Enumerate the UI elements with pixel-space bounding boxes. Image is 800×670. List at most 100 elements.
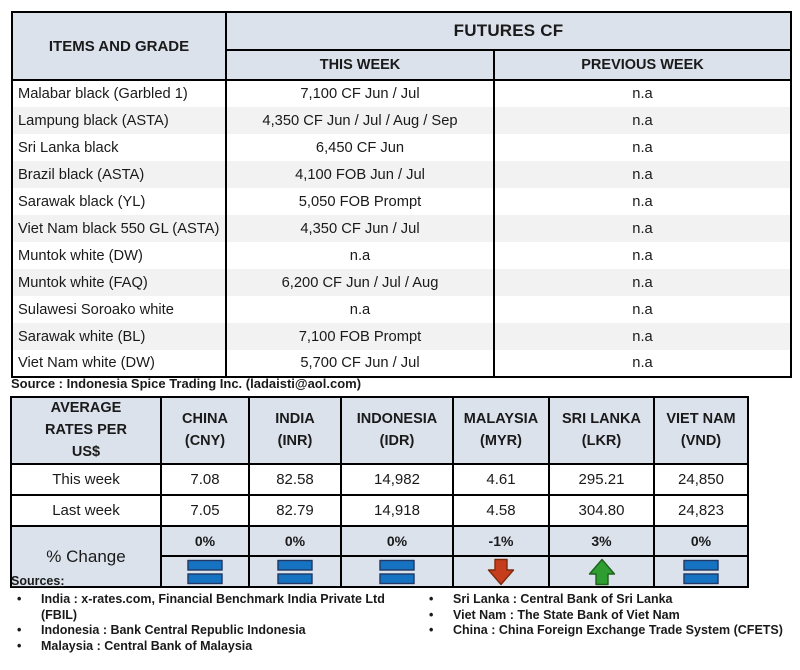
bullet-icon: • [429,592,434,606]
this-week-value: 4,350 CF Jun / Jul / Aug / Sep [226,107,495,134]
up-arrow-icon [550,558,653,586]
previous-week-value: n.a [632,247,653,264]
this-week-label: This week [10,463,162,497]
rate-value: 304.80 [548,494,655,528]
item-name: Malabar black (Garbled 1) [12,80,227,107]
rate-value: 4.61 [452,463,550,497]
pct-change-row: % Change 0% 0% 0% -1% 3% 0% [10,525,749,589]
previous-week-value: n.a [632,220,653,237]
rate-value: 24,850 [653,463,749,497]
last-week-row: Last week 7.05 82.79 14,918 4.58 304.80 … [10,494,749,528]
rate-value: 24,823 [653,494,749,528]
column-header-indonesia: INDONESIA (IDR) [340,395,454,466]
exchange-rates-table: AVERAGE RATES PER US$ CHINA (CNY) INDIA (I… [10,395,749,589]
table-row: Sarawak white (BL) 7,100 FOB Prompt n.a [12,323,792,350]
list-item: • Malaysia : Central Bank of Malaysia [11,639,411,655]
bullet-icon: • [17,638,22,653]
this-week-value: 7,100 CF Jun / Jul [226,80,495,107]
down-arrow-icon [454,558,548,586]
previous-week-value: n.a [632,86,653,102]
this-week-value: 5,700 CF Jun / Jul [226,350,495,377]
this-week-header: THIS WEEK [225,49,495,81]
previous-week-value: n.a [632,355,653,371]
item-name: Sarawak white (BL) [12,323,227,350]
column-header-vietnam: VIET NAM (VND) [653,395,749,466]
equal-icon [162,558,248,586]
list-item: • India : x-rates.com, Financial Benchmar… [11,592,411,623]
previous-week-header: PREVIOUS WEEK [492,49,793,81]
change-icon-row [11,555,749,589]
table-row: Brazil black (ASTA) 4,100 FOB Jun / Jul n.… [12,161,792,188]
this-week-value: 7,100 FOB Prompt [226,323,495,350]
table-row: Sri Lanka black 6,450 CF Jun n.a [12,134,791,161]
sources-left-column: • India : x-rates.com, Financial Benchmar… [11,592,411,654]
table-row: Sulawesi Soroako white n.a n.a [12,296,791,323]
bullet-icon: • [429,607,434,622]
table-row: Muntok white (DW) n.a n.a [12,242,791,269]
last-week-label: Last week [10,494,162,528]
table-row: Malabar black (Garbled 1) 7,100 CF Jun / … [12,80,791,107]
pct-change-value: 3% [548,525,655,558]
previous-week-value: n.a [632,274,653,291]
this-week-value: n.a [226,242,495,269]
equal-icon [250,558,340,586]
rate-value: 14,982 [340,463,454,497]
column-header-srilanka: SRI LANKA (LKR) [548,395,655,466]
bullet-icon: • [17,623,22,637]
list-item: • Sri Lanka : Central Bank of Sri Lanka [423,592,791,608]
this-week-value: 4,100 FOB Jun / Jul [226,161,495,188]
previous-week-value: n.a [632,166,653,183]
item-name: Viet Nam white (DW) [12,350,227,377]
list-item: • China : China Foreign Exchange Trade Sy… [423,623,791,639]
this-week-row: This week 7.08 82.58 14,982 4.61 295.21 … [10,463,749,497]
column-header-malaysia: MALAYSIA (MYR) [452,395,550,466]
items-and-grade-header: ITEMS AND GRADE [11,11,227,81]
column-header-china: CHINA (CNY) [160,395,250,466]
column-header-india: INDIA (INR) [248,395,342,466]
equal-icon [342,558,452,586]
item-name: Sarawak black (YL) [12,188,227,215]
previous-week-value: n.a [632,328,653,345]
pct-change-value: -1% [452,525,550,558]
list-item: • Viet Nam : The State Bank of Viet Nam [423,608,791,624]
pct-change-value: 0% [160,525,250,558]
rate-value: 82.58 [248,463,342,497]
item-name: Brazil black (ASTA) [12,161,227,188]
item-name: Sulawesi Soroako white [12,296,227,323]
this-week-value: 6,450 CF Jun [226,134,495,161]
sources-right-column: • Sri Lanka : Central Bank of Sri Lanka •… [423,592,791,639]
rate-value: 7.05 [160,494,250,528]
rate-value: 4.58 [452,494,550,528]
pct-change-value: 0% [653,525,749,558]
futures-table: ITEMS AND GRADE FUTURES CF THIS WEEK PRE… [11,11,793,378]
table-row: Muntok white (FAQ) 6,200 CF Jun / Jul / A… [12,269,792,296]
item-name: Lampung black (ASTA) [12,107,227,134]
list-item: • Indonesia : Bank Central Republic Indon… [11,623,411,639]
previous-week-value: n.a [632,112,653,129]
this-week-value: 4,350 CF Jun / Jul [226,215,495,242]
pct-change-value: 0% [248,525,342,558]
pct-change-label: % Change [10,525,162,589]
this-week-value: 5,050 FOB Prompt [226,188,495,215]
previous-week-value: n.a [632,193,653,210]
source-line: Source : Indonesia Spice Trading Inc. (l… [11,376,362,391]
sources-section: Sources: • India : x-rates.com, Financial… [11,574,791,653]
table-row: Lampung black (ASTA) 4,350 CF Jun / Jul /… [12,107,792,134]
item-name: Viet Nam black 550 GL (ASTA) [12,215,227,242]
bullet-icon: • [17,592,22,606]
bullet-icon: • [429,623,434,637]
item-name: Muntok white (FAQ) [12,269,227,296]
pct-change-value: 0% [340,525,454,558]
this-week-value: n.a [226,296,495,323]
rate-value: 82.79 [248,494,342,528]
item-name: Sri Lanka black [12,134,227,161]
item-name: Muntok white (DW) [12,242,227,269]
average-rates-header: AVERAGE RATES PER US$ [10,395,162,466]
rate-value: 7.08 [160,463,250,497]
this-week-value: 6,200 CF Jun / Jul / Aug [226,269,495,296]
futures-cf-header: FUTURES CF [224,11,793,51]
rate-value: 295.21 [548,463,655,497]
table-row: Viet Nam white (DW) 5,700 CF Jun / Jul n.a [12,350,791,377]
previous-week-value: n.a [632,301,653,318]
table-row: Sarawak black (YL) 5,050 FOB Prompt n.a [12,188,791,215]
